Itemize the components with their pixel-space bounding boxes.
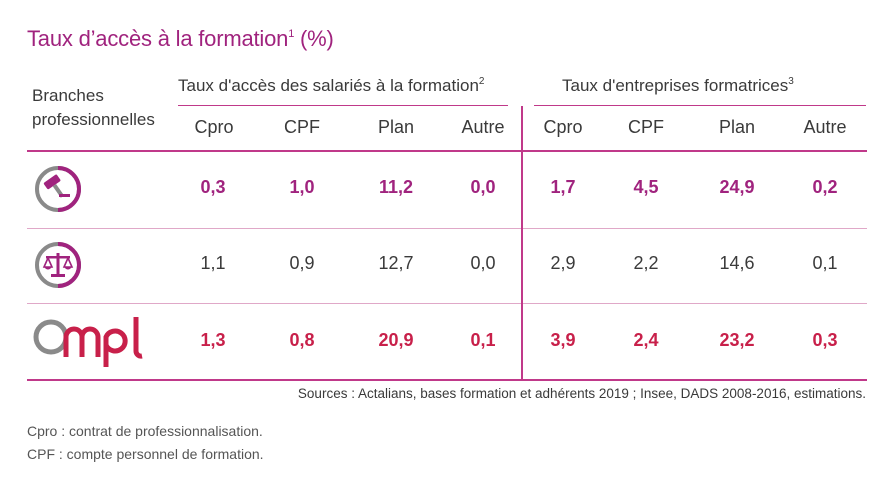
table-cell: 3,9 [550, 330, 576, 350]
sources-note: Sources : Actalians, bases formation et … [297, 386, 866, 401]
col-header: Plan [377, 117, 415, 137]
page-title: Taux d’accès à la formation1 (%) [27, 26, 334, 52]
table-cell: 1,3 [200, 330, 226, 350]
footnote-cpro: Cpro : contrat de professionnalisation. [27, 423, 263, 439]
col-header: CPF [628, 117, 664, 137]
table-cell: 0,1 [812, 253, 838, 273]
table-cell: 0,8 [289, 330, 315, 350]
table-bottom-rule [27, 379, 867, 381]
branches-header-line2: professionnelles [32, 110, 155, 129]
title-unit: (%) [300, 26, 334, 51]
branches-header-line1: Branches [32, 86, 104, 105]
group-header-salaries: Taux d'accès des salariés à la formation… [178, 76, 484, 96]
col-header: Cpro [194, 117, 234, 137]
group-underline-entreprises [534, 105, 866, 106]
table-cell: 0,2 [812, 177, 838, 197]
col-header: Cpro [543, 117, 583, 137]
table-cell: 0,0 [470, 177, 496, 197]
table-cell: 0,1 [470, 330, 496, 350]
title-footnote-marker: 1 [288, 28, 295, 40]
table-cell: 0,9 [289, 253, 315, 273]
group-header-entreprises: Taux d'entreprises formatrices3 [562, 76, 794, 96]
table-cell: 1,1 [200, 253, 226, 273]
group-separator [521, 106, 523, 379]
gavel-icon [35, 166, 81, 212]
table-cell: 1,0 [289, 177, 315, 197]
table-cell: 1,7 [550, 177, 576, 197]
table-cell: 12,7 [378, 253, 414, 273]
branches-header: Branches professionnelles [32, 84, 155, 132]
group-header-salaries-sup: 2 [478, 76, 485, 87]
table-cell: 0,0 [470, 253, 496, 273]
header-rule [27, 150, 867, 152]
table-cell: 20,9 [378, 330, 414, 350]
title-text: Taux d’accès à la formation [27, 26, 289, 51]
footnote-cpf: CPF : compte personnel de formation. [27, 446, 264, 462]
table-cell: 24,9 [719, 177, 755, 197]
table-cell: 2,9 [550, 253, 576, 273]
table-cell: 0,3 [812, 330, 838, 350]
table-cell: 23,2 [719, 330, 755, 350]
col-header: Autre [461, 117, 505, 137]
group-header-salaries-text: Taux d'accès des salariés à la formation [178, 76, 479, 95]
scales-icon [35, 242, 81, 288]
ompl-logo [33, 317, 143, 367]
col-header: Autre [803, 117, 847, 137]
col-header: CPF [284, 117, 320, 137]
table-cell: 2,4 [633, 330, 659, 350]
table-cell: 14,6 [719, 253, 755, 273]
col-header: Plan [718, 117, 756, 137]
row-divider [27, 303, 867, 304]
table-cell: 11,2 [378, 177, 414, 197]
row-divider [27, 228, 867, 229]
table-cell: 0,3 [200, 177, 226, 197]
group-header-entreprises-text: Taux d'entreprises formatrices [562, 76, 789, 95]
group-header-entreprises-sup: 3 [788, 76, 794, 87]
group-underline-salaries [178, 105, 508, 106]
table-cell: 2,2 [633, 253, 659, 273]
table-cell: 4,5 [633, 177, 659, 197]
